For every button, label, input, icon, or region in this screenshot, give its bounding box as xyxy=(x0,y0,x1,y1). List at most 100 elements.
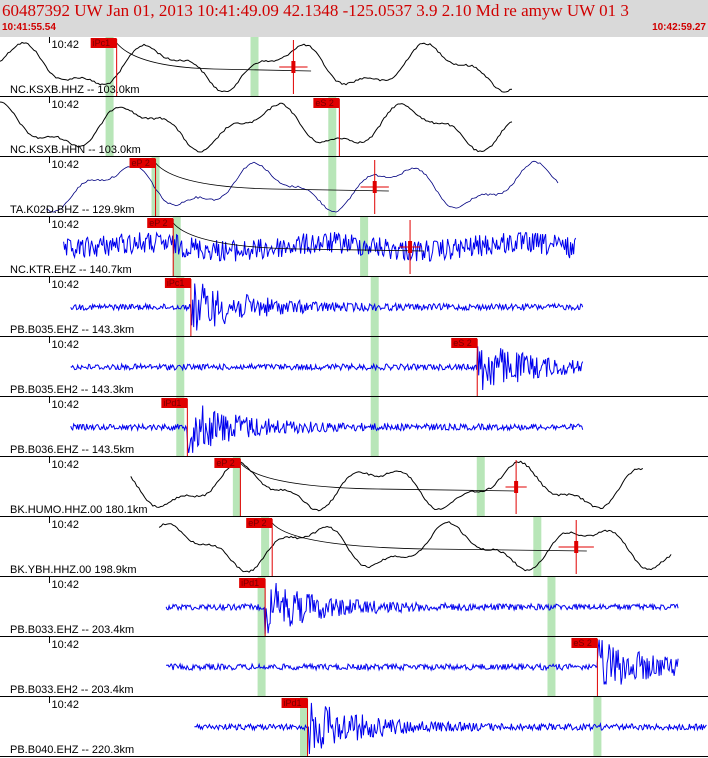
pick-window xyxy=(328,97,337,156)
tick-label: 10:42 xyxy=(51,519,79,531)
pick-label: iPd1 xyxy=(241,578,259,588)
trace-row: 10:42 eP 2 BK.YBH.HHZ.00 198.9km xyxy=(0,517,708,577)
pick-window xyxy=(300,697,309,756)
tick-label: 10:42 xyxy=(51,279,79,291)
waveform xyxy=(165,639,679,685)
tick-label: 10:42 xyxy=(51,219,79,231)
station-label: BK.YBH.HHZ.00 198.9km xyxy=(10,564,137,576)
tick-label: 10:42 xyxy=(51,159,79,171)
waveform xyxy=(70,283,584,331)
trace-row: 10:42 iPc1 PB.B035.EHZ -- 143.3km xyxy=(0,277,708,337)
error-marker xyxy=(574,541,579,553)
trace-row: 10:42 iPc1 NC.KSXB.HHZ -- 103.0km xyxy=(0,37,708,97)
pick-window xyxy=(328,157,337,216)
station-label: NC.KTR.EHZ -- 140.7km xyxy=(10,264,132,276)
pick-window xyxy=(360,217,369,276)
pick-window xyxy=(105,97,114,156)
tick-label: 10:42 xyxy=(51,639,79,651)
pick-window xyxy=(476,457,485,516)
pick-window xyxy=(232,457,241,516)
station-label: PB.B033.EHZ -- 203.4km xyxy=(10,624,134,636)
tick-label: 10:42 xyxy=(51,339,79,351)
pick-window xyxy=(250,37,259,96)
station-label: NC.KSXB.HHN -- 103.0km xyxy=(10,144,141,156)
pick-flag xyxy=(164,278,191,288)
error-marker xyxy=(291,61,296,73)
pick-label: iPc1 xyxy=(167,278,185,288)
error-marker xyxy=(514,481,519,493)
waveform xyxy=(130,460,644,512)
pick-flag xyxy=(90,38,117,48)
waveform xyxy=(0,101,513,153)
tick-label: 10:42 xyxy=(51,459,79,471)
pick-window xyxy=(176,277,185,336)
event-title: 60487392 UW Jan 01, 2013 10:41:49.09 42.… xyxy=(2,1,629,20)
coda-curve xyxy=(172,222,425,252)
tick-label: 10:42 xyxy=(51,579,79,591)
trace-row: 10:42 eS 2 PB.B035.EH2 -- 143.3km xyxy=(0,337,708,397)
pick-flag xyxy=(281,698,308,708)
coda-curve xyxy=(240,462,517,492)
pick-flag xyxy=(147,218,174,228)
header-bar: 60487392 UW Jan 01, 2013 10:41:49.09 42.… xyxy=(0,0,708,37)
station-label: BK.HUMO.HHZ.00 180.1km xyxy=(10,504,148,516)
waveform xyxy=(158,521,672,573)
pick-label: eP 2 xyxy=(132,158,150,168)
station-label: PB.B040.EHZ -- 220.3km xyxy=(10,744,134,756)
pick-label: iPc1 xyxy=(93,38,111,48)
trace-row: 10:42 eP 2 BK.HUMO.HHZ.00 180.1km xyxy=(0,457,708,517)
pick-label: eS 2 xyxy=(453,338,472,348)
pick-label: iPd1 xyxy=(284,698,302,708)
tick-label: 10:42 xyxy=(51,699,79,711)
pick-flag xyxy=(246,518,273,528)
pick-label: eP 2 xyxy=(149,218,167,228)
pick-label: eS 2 xyxy=(573,638,592,648)
station-label: PB.B033.EH2 -- 203.4km xyxy=(10,684,134,696)
pick-flag xyxy=(313,98,340,108)
pick-flag xyxy=(161,398,188,408)
pick-label: eP 2 xyxy=(248,518,266,528)
pick-flag xyxy=(451,338,478,348)
time-start: 10:41:55.54 xyxy=(2,22,56,33)
pick-window xyxy=(172,217,181,276)
pick-flag xyxy=(129,158,156,168)
coda-curve xyxy=(271,522,587,552)
pick-flag xyxy=(239,578,266,588)
pick-label: eS 2 xyxy=(315,98,334,108)
tick-label: 10:42 xyxy=(51,399,79,411)
pick-window xyxy=(257,637,266,696)
coda-curve xyxy=(116,42,312,72)
trace-row: 10:42 eP 2 TA.K02D.BHZ -- 129.9km xyxy=(0,157,708,217)
trace-row: 10:42 eS 2 PB.B033.EH2 -- 203.4km xyxy=(0,637,708,697)
pick-window xyxy=(370,397,379,456)
trace-row: 10:42 eS 2 NC.KSXB.HHN -- 103.0km xyxy=(0,97,708,157)
pick-label: eP 2 xyxy=(216,458,234,468)
trace-row: 10:42 eP 2 NC.KTR.EHZ -- 140.7km xyxy=(0,217,708,277)
station-label: TA.K02D.BHZ -- 129.9km xyxy=(10,204,135,216)
waveform xyxy=(0,41,513,93)
station-label: PB.B035.EHZ -- 143.3km xyxy=(10,324,134,336)
time-end: 10:42:59.27 xyxy=(652,22,706,33)
coda-curve xyxy=(155,162,389,192)
error-marker xyxy=(372,181,377,193)
waveform xyxy=(70,346,584,391)
waveform xyxy=(165,582,679,635)
pick-window xyxy=(176,397,185,456)
error-marker xyxy=(408,241,413,253)
seismogram-panel[interactable]: 10:42 iPc1 NC.KSXB.HHZ -- 103.0km 10:42 eS 2… xyxy=(0,37,708,758)
pick-label: iPd1 xyxy=(163,398,181,408)
trace-row: 10:42 iPd1 PB.B040.EHZ -- 220.3km xyxy=(0,697,708,757)
station-label: PB.B036.EHZ -- 143.5km xyxy=(10,444,134,456)
station-label: PB.B035.EH2 -- 143.3km xyxy=(10,384,134,396)
waveform xyxy=(70,405,584,453)
tick-label: 10:42 xyxy=(51,99,79,111)
pick-window xyxy=(105,37,114,96)
trace-row: 10:42 iPd1 PB.B036.EHZ -- 143.5km xyxy=(0,397,708,457)
station-label: NC.KSXB.HHZ -- 103.0km xyxy=(10,84,140,96)
waveform xyxy=(63,231,577,262)
tick-label: 10:42 xyxy=(51,39,79,51)
pick-window xyxy=(261,517,270,576)
pick-window xyxy=(257,577,266,636)
pick-flag xyxy=(571,638,598,648)
trace-row: 10:42 iPd1 PB.B033.EHZ -- 203.4km xyxy=(0,577,708,637)
